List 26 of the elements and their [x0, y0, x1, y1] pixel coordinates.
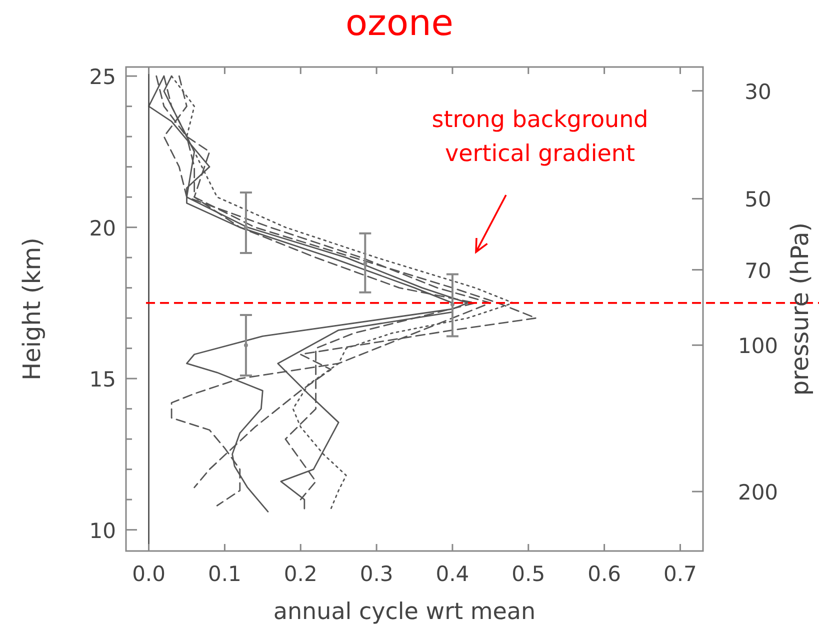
point	[450, 302, 454, 306]
annotation: strong background vertical gradient	[432, 107, 648, 167]
x-tick-label: 0.4	[436, 562, 470, 586]
x-tick-label: 0.3	[360, 562, 394, 586]
y-tick-label: 15	[89, 368, 116, 392]
y-axis-title: Height (km)	[18, 238, 46, 380]
point	[363, 262, 368, 266]
y2-tick-label: 30	[744, 80, 772, 104]
y-tick-label: 20	[89, 216, 116, 240]
y-tick-label: 10	[89, 518, 116, 543]
y2-tick-label: 100	[738, 334, 778, 358]
x-tick-label: 0.7	[664, 562, 697, 586]
x-tick-label: 0.1	[208, 562, 242, 586]
x-tick-label: 0.6	[588, 562, 622, 586]
y-tick-label: 25	[89, 65, 116, 90]
x-tick-label: 0.2	[284, 562, 318, 586]
y2-tick-label: 50	[744, 188, 772, 212]
y2-tick-label: 70	[744, 258, 772, 283]
y2-axis-title: pressure (hPa)	[786, 222, 814, 396]
chart-title: ozone	[346, 3, 454, 44]
point	[244, 343, 248, 348]
point	[244, 225, 248, 230]
x-tick-label: 0.0	[132, 562, 166, 586]
x-tick-label: 0.5	[512, 562, 546, 586]
y2-tick-label: 200	[738, 480, 778, 505]
x-axis-title: annual cycle wrt mean	[273, 599, 536, 625]
